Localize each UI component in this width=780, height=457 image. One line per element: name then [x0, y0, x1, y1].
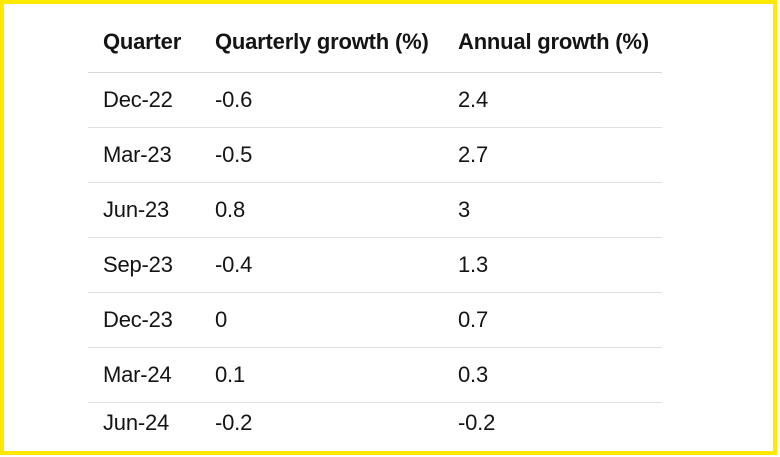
cell-quarterly-growth: 0.8 — [215, 197, 245, 222]
cell-annual-growth: 2.4 — [458, 87, 488, 112]
cell-annual-growth: 2.7 — [458, 142, 488, 167]
table-body: Dec-22 -0.6 2.4 Mar-23 -0.5 2.7 Jun-23 0… — [88, 73, 662, 443]
cell-quarterly-growth: 0 — [215, 307, 228, 332]
cell-quarterly-growth: -0.4 — [215, 252, 253, 277]
cell-quarter: Dec-22 — [103, 87, 173, 112]
cell-quarterly-growth: -0.5 — [215, 142, 253, 167]
cell-annual-growth: -0.2 — [458, 410, 496, 435]
cell-quarter: Mar-24 — [103, 362, 172, 387]
table-row: Mar-23 -0.5 2.7 — [88, 128, 662, 183]
cell-quarter: Dec-23 — [103, 307, 173, 332]
cell-quarter: Jun-23 — [103, 197, 170, 222]
table-row: Jun-23 0.8 3 — [88, 183, 662, 238]
cell-quarterly-growth: 0.1 — [215, 362, 245, 387]
cell-annual-growth: 1.3 — [458, 252, 488, 277]
cell-quarter: Mar-23 — [103, 142, 172, 167]
table-row: Sep-23 -0.4 1.3 — [88, 238, 662, 293]
cell-annual-growth: 0.7 — [458, 307, 488, 332]
cell-quarter: Jun-24 — [103, 410, 170, 435]
table-header-row: Quarter Quarterly growth (%) Annual grow… — [88, 5, 662, 73]
table-row: Dec-22 -0.6 2.4 — [88, 73, 662, 128]
cell-quarterly-growth: -0.6 — [215, 87, 253, 112]
column-header-quarterly-growth: Quarterly growth (%) — [215, 28, 429, 54]
cell-quarter: Sep-23 — [103, 252, 173, 277]
column-header-quarter: Quarter — [103, 28, 182, 54]
column-header-annual-growth: Annual growth (%) — [458, 28, 649, 54]
cell-annual-growth: 3 — [458, 197, 471, 222]
cell-quarterly-growth: -0.2 — [215, 410, 253, 435]
table-row: Jun-24 -0.2 -0.2 — [88, 403, 662, 443]
table-row: Dec-23 0 0.7 — [88, 293, 662, 348]
growth-table: Quarter Quarterly growth (%) Annual grow… — [88, 5, 662, 443]
cell-annual-growth: 0.3 — [458, 362, 488, 387]
table-row: Mar-24 0.1 0.3 — [88, 348, 662, 403]
